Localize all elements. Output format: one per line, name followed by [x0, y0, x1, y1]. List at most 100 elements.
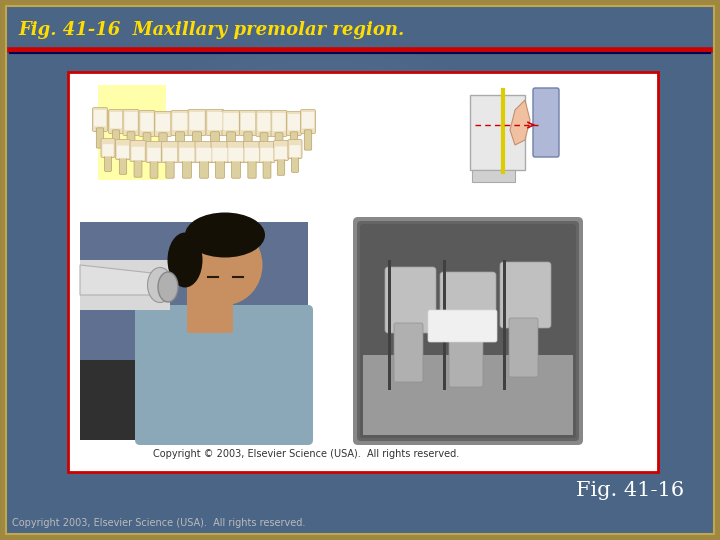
Bar [363, 355, 573, 435]
FancyBboxPatch shape [302, 112, 314, 129]
FancyBboxPatch shape [263, 159, 271, 178]
FancyBboxPatch shape [211, 141, 229, 163]
FancyBboxPatch shape [394, 323, 423, 382]
FancyBboxPatch shape [140, 113, 153, 131]
FancyBboxPatch shape [440, 272, 496, 338]
FancyBboxPatch shape [101, 138, 115, 158]
FancyBboxPatch shape [166, 159, 174, 178]
FancyBboxPatch shape [258, 113, 271, 131]
FancyBboxPatch shape [132, 147, 145, 160]
FancyBboxPatch shape [260, 133, 268, 155]
Bar [503, 260, 506, 390]
Bar [443, 260, 446, 390]
FancyBboxPatch shape [125, 112, 138, 130]
Text: Fig. 41-16  Maxillary premolar region.: Fig. 41-16 Maxillary premolar region. [18, 21, 404, 39]
FancyBboxPatch shape [287, 112, 302, 136]
Ellipse shape [148, 267, 173, 302]
FancyBboxPatch shape [275, 133, 283, 155]
Ellipse shape [187, 225, 263, 305]
FancyBboxPatch shape [357, 221, 579, 441]
FancyBboxPatch shape [259, 141, 275, 163]
FancyBboxPatch shape [256, 110, 272, 137]
FancyBboxPatch shape [288, 139, 302, 159]
FancyBboxPatch shape [155, 111, 171, 137]
Polygon shape [80, 265, 170, 295]
FancyBboxPatch shape [178, 141, 196, 163]
FancyBboxPatch shape [300, 110, 315, 133]
FancyBboxPatch shape [187, 277, 233, 333]
FancyBboxPatch shape [159, 133, 167, 154]
FancyBboxPatch shape [102, 144, 114, 157]
FancyBboxPatch shape [215, 159, 225, 178]
FancyBboxPatch shape [134, 158, 142, 177]
FancyBboxPatch shape [139, 110, 155, 137]
FancyBboxPatch shape [274, 140, 289, 160]
FancyBboxPatch shape [212, 148, 228, 161]
FancyBboxPatch shape [120, 156, 127, 174]
Text: Copyright © 2003, Elsevier Science (USA).  All rights reserved.: Copyright © 2003, Elsevier Science (USA)… [153, 449, 459, 459]
FancyBboxPatch shape [305, 130, 312, 150]
Bar [80, 260, 170, 310]
FancyBboxPatch shape [156, 114, 170, 131]
Polygon shape [510, 100, 530, 145]
FancyBboxPatch shape [199, 159, 208, 178]
FancyBboxPatch shape [146, 141, 162, 163]
FancyBboxPatch shape [272, 113, 286, 131]
FancyBboxPatch shape [241, 113, 255, 130]
Ellipse shape [168, 233, 202, 287]
FancyBboxPatch shape [206, 110, 224, 136]
FancyBboxPatch shape [222, 111, 240, 136]
FancyBboxPatch shape [109, 110, 124, 133]
FancyBboxPatch shape [117, 145, 129, 158]
FancyBboxPatch shape [232, 159, 240, 178]
FancyBboxPatch shape [227, 132, 235, 153]
FancyBboxPatch shape [173, 113, 187, 130]
FancyBboxPatch shape [289, 145, 300, 157]
FancyBboxPatch shape [360, 224, 576, 438]
FancyBboxPatch shape [189, 112, 204, 130]
FancyBboxPatch shape [193, 132, 202, 154]
Bar [80, 222, 308, 440]
FancyBboxPatch shape [163, 148, 177, 161]
FancyBboxPatch shape [223, 113, 238, 130]
Ellipse shape [158, 272, 178, 302]
FancyBboxPatch shape [176, 132, 184, 153]
FancyBboxPatch shape [288, 114, 300, 131]
FancyBboxPatch shape [161, 141, 179, 163]
FancyBboxPatch shape [509, 318, 538, 377]
FancyBboxPatch shape [261, 148, 274, 161]
FancyBboxPatch shape [290, 132, 297, 152]
FancyBboxPatch shape [245, 148, 259, 161]
FancyBboxPatch shape [130, 140, 146, 161]
FancyBboxPatch shape [96, 128, 104, 148]
FancyBboxPatch shape [244, 132, 252, 153]
FancyBboxPatch shape [243, 141, 261, 163]
FancyBboxPatch shape [449, 328, 483, 387]
FancyBboxPatch shape [211, 132, 220, 154]
FancyBboxPatch shape [110, 112, 122, 129]
FancyBboxPatch shape [228, 148, 243, 161]
Ellipse shape [185, 213, 265, 258]
Bar [470, 95, 525, 170]
FancyBboxPatch shape [207, 112, 222, 130]
FancyBboxPatch shape [248, 159, 256, 178]
FancyBboxPatch shape [179, 148, 194, 161]
Bar [388, 260, 391, 390]
FancyBboxPatch shape [275, 146, 287, 159]
Bar [98, 85, 166, 180]
FancyBboxPatch shape [127, 132, 135, 154]
FancyBboxPatch shape [135, 305, 313, 445]
FancyBboxPatch shape [94, 110, 106, 126]
FancyBboxPatch shape [500, 262, 551, 328]
FancyBboxPatch shape [148, 148, 161, 161]
FancyBboxPatch shape [227, 141, 245, 163]
FancyBboxPatch shape [195, 141, 213, 163]
FancyBboxPatch shape [123, 110, 139, 136]
FancyBboxPatch shape [271, 110, 287, 137]
FancyBboxPatch shape [171, 111, 189, 136]
FancyBboxPatch shape [188, 110, 206, 136]
FancyBboxPatch shape [115, 139, 130, 159]
FancyBboxPatch shape [277, 157, 284, 176]
FancyBboxPatch shape [385, 267, 436, 333]
Text: Copyright 2003, Elsevier Science (USA).  All rights reserved.: Copyright 2003, Elsevier Science (USA). … [12, 518, 305, 528]
